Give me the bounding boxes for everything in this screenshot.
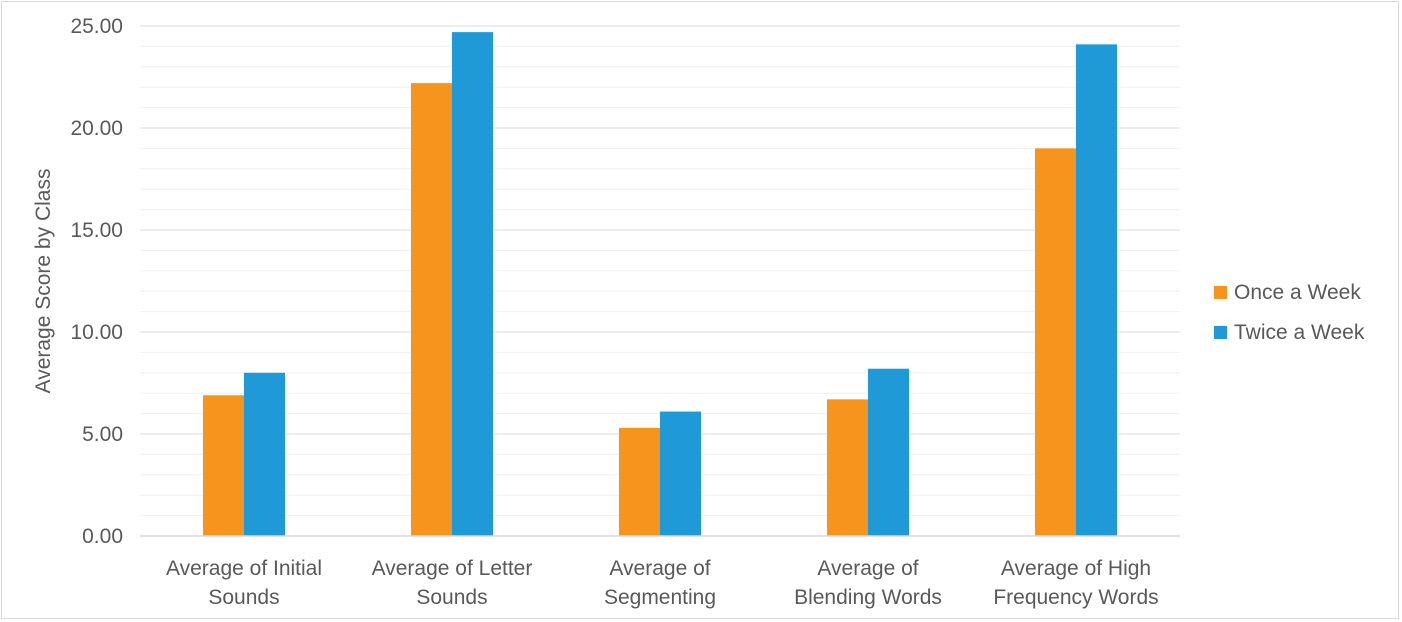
y-tick-labels: 0.00 5.00 10.00 15.00 20.00 25.00 <box>70 15 123 548</box>
legend-label: Once a Week <box>1234 281 1361 304</box>
bar-once-a-week <box>619 427 660 536</box>
x-category-label: Average of Segmenting <box>604 557 716 609</box>
y-tick-label: 25.00 <box>70 15 123 38</box>
x-category-label: Average of Letter Sounds <box>372 557 533 609</box>
bar-once-a-week <box>827 399 868 536</box>
gridlines <box>140 25 1180 517</box>
y-tick-label: 20.00 <box>70 117 123 140</box>
x-category-labels: Average of Initial Sounds Average of Lette… <box>166 557 1159 609</box>
bar-once-a-week <box>411 83 452 537</box>
legend: Once a Week Twice a Week <box>1214 281 1365 344</box>
bar-twice-a-week <box>1076 44 1117 537</box>
bar-once-a-week <box>203 395 244 536</box>
bar-once-a-week <box>1035 148 1076 536</box>
bar-twice-a-week <box>868 368 909 536</box>
bar-twice-a-week <box>660 411 701 536</box>
legend-swatch <box>1214 286 1227 299</box>
y-tick-label: 15.00 <box>70 219 123 242</box>
bar-twice-a-week <box>244 372 285 536</box>
y-tick-label: 10.00 <box>70 321 123 344</box>
x-category-label: Average of Blending Words <box>794 557 942 609</box>
y-axis-label: Average Score by Class <box>32 169 55 394</box>
legend-swatch <box>1214 326 1227 339</box>
legend-label: Twice a Week <box>1234 321 1365 344</box>
y-tick-label: 0.00 <box>82 525 123 548</box>
y-tick-label: 5.00 <box>82 423 123 446</box>
bar-twice-a-week <box>452 32 493 537</box>
bars <box>203 32 1117 537</box>
x-category-label: Average of High Frequency Words <box>993 557 1158 609</box>
x-category-label: Average of Initial Sounds <box>166 557 322 609</box>
